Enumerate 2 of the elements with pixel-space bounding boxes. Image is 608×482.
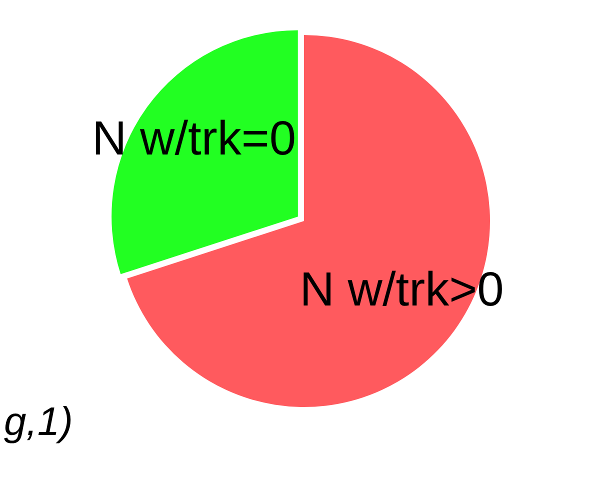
slice-label: N w/trk=0 <box>92 112 296 166</box>
text: g,1) <box>4 400 73 445</box>
